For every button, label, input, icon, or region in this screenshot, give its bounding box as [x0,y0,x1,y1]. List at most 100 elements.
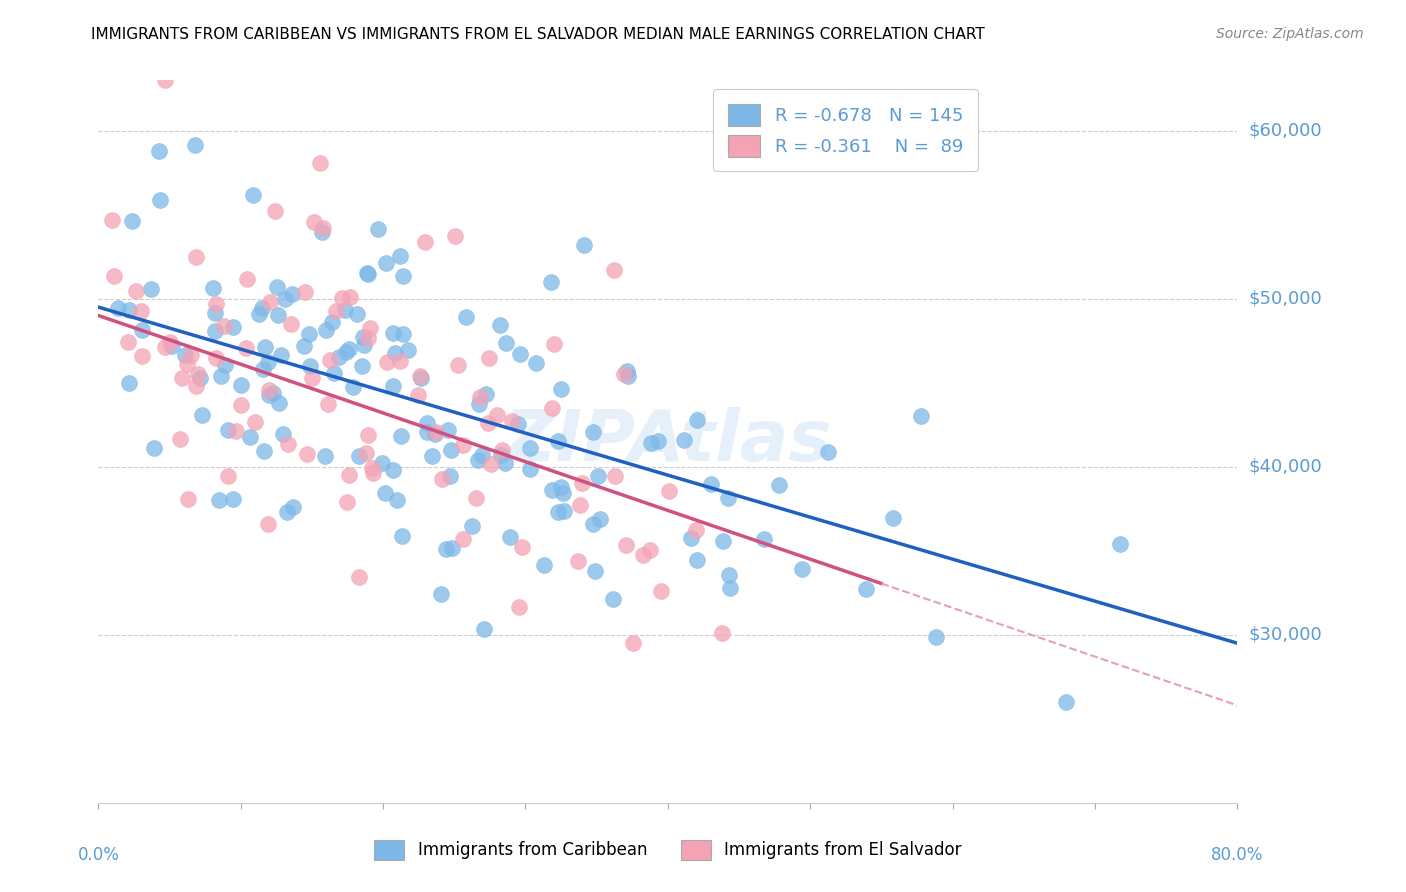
Point [423,426,446,441]
Point [298,327,321,342]
Point [420,450,443,464]
Point [242,188,264,202]
Point [425,425,447,440]
Point [468,391,491,405]
Point [454,310,477,325]
Point [125,285,148,299]
Point [271,427,294,442]
Point [406,388,429,402]
Point [471,448,494,462]
Point [567,554,589,568]
Point [212,318,235,333]
Point [269,396,291,410]
Point [347,570,370,584]
Point [191,408,214,422]
Text: ZIPAtlas: ZIPAtlas [503,407,832,476]
Point [392,326,415,341]
Point [370,456,392,470]
Point [391,268,413,283]
Point [464,491,486,506]
Point [117,335,139,350]
Point [214,358,236,372]
Point [718,581,741,595]
Point [571,476,593,491]
Point [616,364,638,378]
Point [553,485,575,500]
Point [250,301,273,315]
Point [389,429,412,443]
Point [107,301,129,316]
Point [352,330,374,344]
Point [519,441,541,455]
Point [342,379,364,393]
Point [553,504,575,518]
Point [411,371,433,385]
Point [367,222,389,236]
Point [357,331,380,345]
Legend: Immigrants from Caribbean, Immigrants from El Salvador: Immigrants from Caribbean, Immigrants fr… [368,833,967,867]
Point [222,491,245,506]
Point [337,343,360,357]
Point [602,592,624,607]
Point [583,564,606,578]
Point [547,434,569,449]
Point [716,491,738,506]
Point [910,409,932,423]
Point [631,548,654,562]
Point [183,137,205,152]
Point [614,538,637,552]
Point [792,562,814,576]
Point [451,532,474,546]
Point [381,326,404,340]
Point [330,291,353,305]
Point [252,361,274,376]
Point [640,543,662,558]
Point [882,511,904,525]
Point [267,308,290,322]
Point [381,463,404,477]
Point [295,447,318,461]
Point [312,221,335,235]
Point [413,235,436,250]
Point [274,292,297,306]
Point [143,441,166,455]
Point [384,345,406,359]
Point [508,599,530,614]
Point [335,494,357,508]
Point [461,519,484,533]
Point [131,323,153,337]
Point [479,458,502,472]
Point [543,337,565,351]
Point [354,446,377,460]
Point [388,249,411,263]
Point [533,558,555,572]
Point [347,449,370,463]
Point [280,318,302,332]
Point [339,290,361,304]
Point [700,477,723,491]
Point [294,285,316,299]
Point [501,414,523,428]
Point [855,582,877,596]
Point [328,350,350,364]
Point [254,340,277,354]
Point [299,359,322,373]
Point [276,505,298,519]
Point [352,359,374,374]
Point [817,445,839,459]
Point [388,354,411,368]
Text: Source: ZipAtlas.com: Source: ZipAtlas.com [1216,27,1364,41]
Point [444,229,467,244]
Point [385,492,408,507]
Point [153,73,176,87]
Text: $60,000: $60,000 [1249,121,1322,140]
Point [508,417,530,431]
Point [315,323,337,337]
Point [281,500,304,514]
Point [169,432,191,446]
Point [475,386,498,401]
Point [569,498,592,512]
Point [359,321,381,335]
Point [519,462,541,476]
Point [547,506,569,520]
